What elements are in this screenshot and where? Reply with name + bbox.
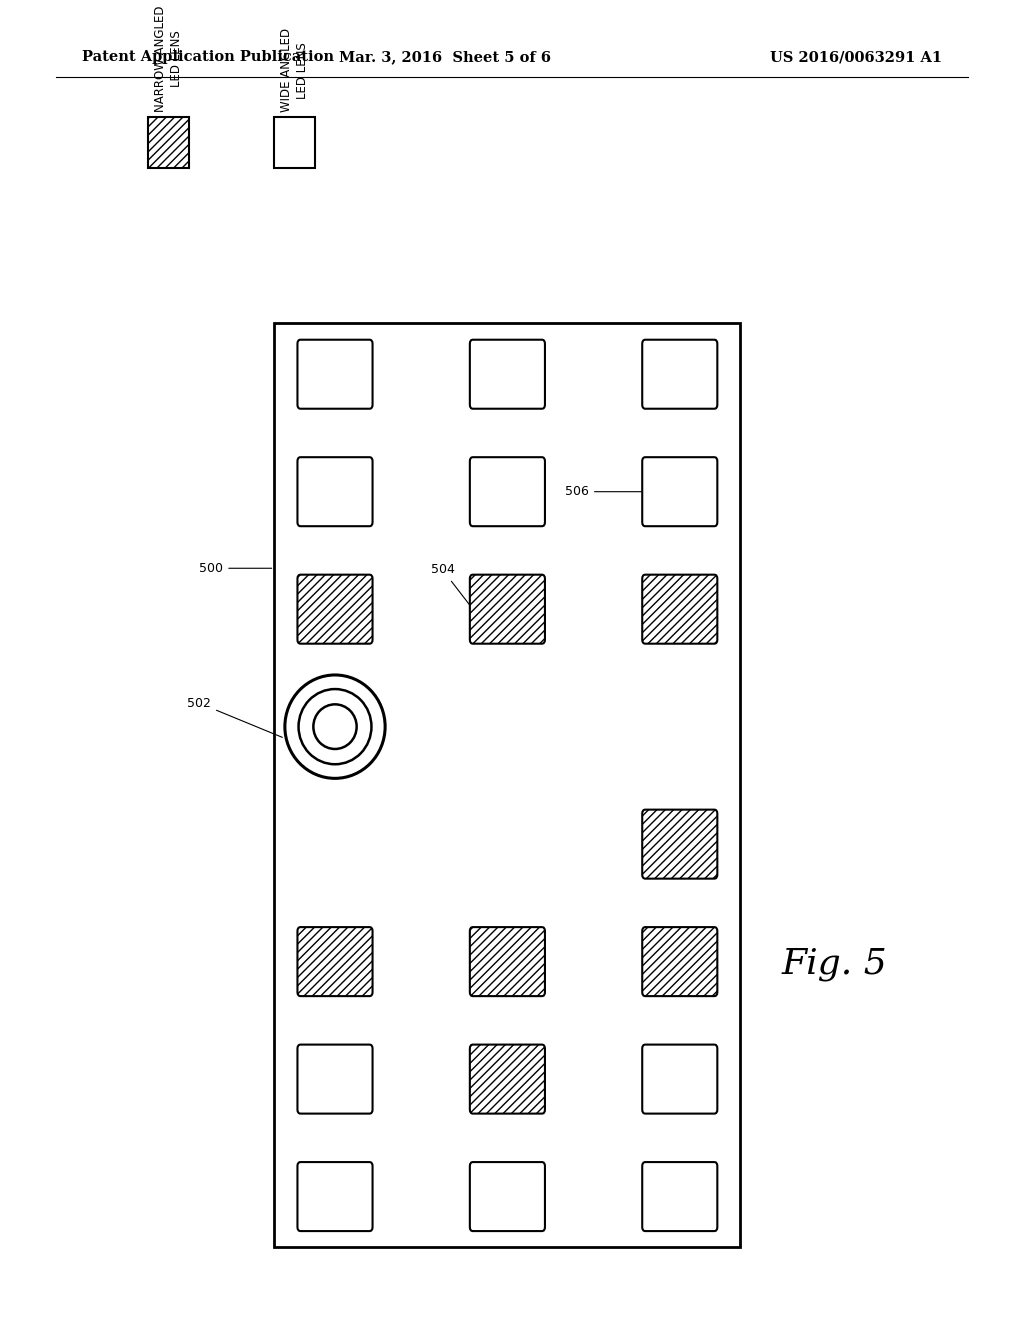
FancyBboxPatch shape	[297, 1162, 373, 1232]
FancyBboxPatch shape	[470, 574, 545, 644]
FancyBboxPatch shape	[642, 927, 718, 997]
FancyBboxPatch shape	[297, 1044, 373, 1114]
Bar	[274, 323, 740, 1247]
FancyBboxPatch shape	[470, 457, 545, 527]
FancyBboxPatch shape	[297, 927, 373, 997]
Text: NARROW ANGLED
LED LENS: NARROW ANGLED LED LENS	[155, 5, 183, 112]
FancyBboxPatch shape	[297, 457, 373, 527]
Text: Fig. 5: Fig. 5	[781, 946, 888, 981]
FancyBboxPatch shape	[470, 1162, 545, 1232]
Text: 504: 504	[431, 564, 471, 607]
Text: 502: 502	[187, 697, 283, 738]
Text: WIDE ANGLED
LED LENS: WIDE ANGLED LED LENS	[281, 28, 309, 112]
FancyBboxPatch shape	[297, 339, 373, 409]
Text: 506: 506	[565, 486, 642, 498]
FancyBboxPatch shape	[470, 927, 545, 997]
Bar	[274, 117, 315, 168]
FancyBboxPatch shape	[642, 809, 718, 879]
FancyBboxPatch shape	[642, 1044, 718, 1114]
FancyBboxPatch shape	[642, 574, 718, 644]
FancyBboxPatch shape	[642, 339, 718, 409]
Text: US 2016/0063291 A1: US 2016/0063291 A1	[770, 50, 942, 65]
Bar	[148, 117, 189, 168]
FancyBboxPatch shape	[470, 339, 545, 409]
FancyBboxPatch shape	[642, 457, 718, 527]
Text: Patent Application Publication: Patent Application Publication	[82, 50, 334, 65]
FancyBboxPatch shape	[297, 574, 373, 644]
FancyBboxPatch shape	[470, 1044, 545, 1114]
Text: Mar. 3, 2016  Sheet 5 of 6: Mar. 3, 2016 Sheet 5 of 6	[339, 50, 552, 65]
FancyBboxPatch shape	[642, 1162, 718, 1232]
Text: 500: 500	[200, 562, 271, 574]
